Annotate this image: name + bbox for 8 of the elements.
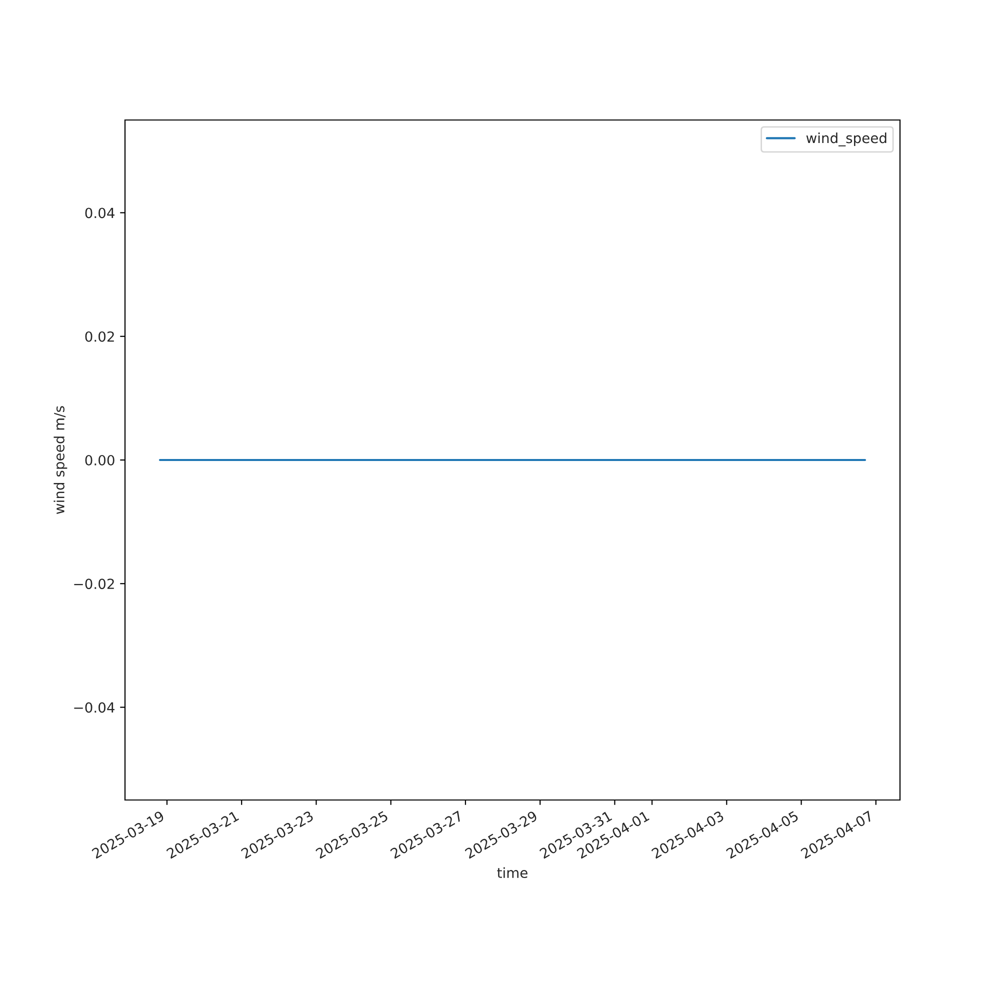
y-tick-label: −0.02 — [74, 578, 114, 590]
y-tick-label: 0.02 — [85, 331, 114, 342]
legend-label: wind_speed — [806, 132, 886, 146]
y-axis-title: wind speed m/s — [54, 406, 68, 514]
y-tick-label: −0.04 — [74, 702, 114, 713]
y-tick-label: 0.04 — [85, 208, 114, 218]
x-axis-title: time — [497, 867, 528, 878]
y-tick-label: 0.00 — [85, 454, 114, 466]
